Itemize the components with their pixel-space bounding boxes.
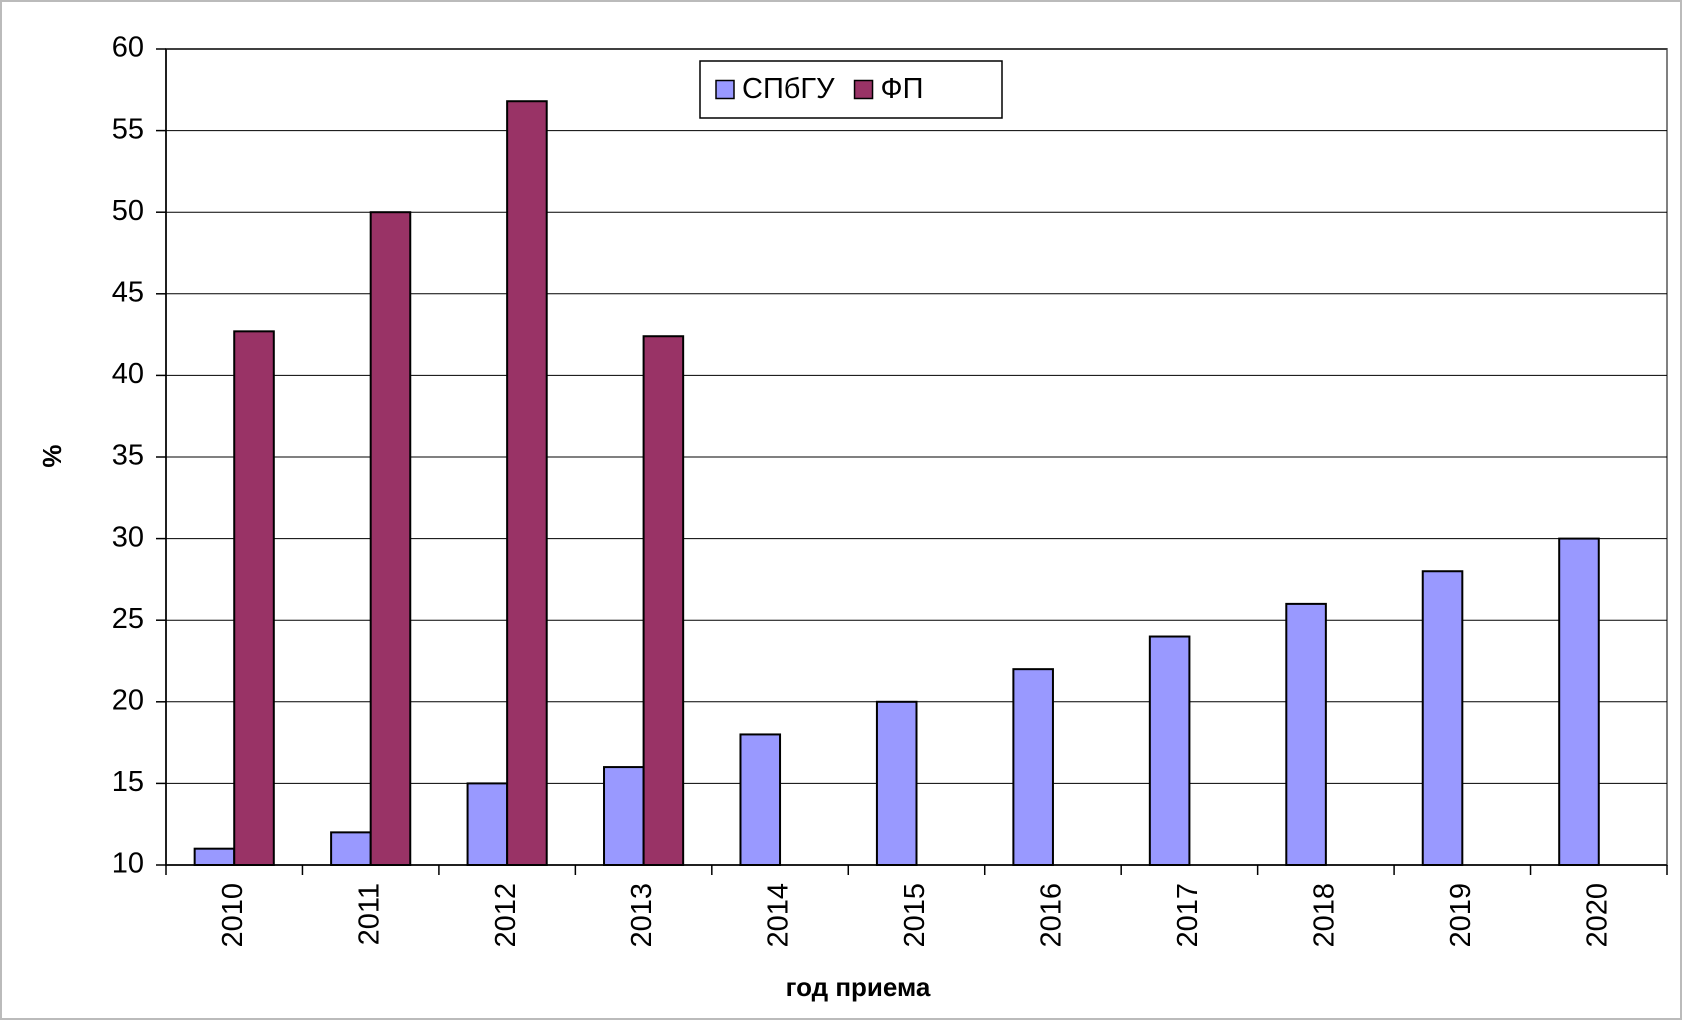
bar [506, 100, 548, 866]
bar [1148, 635, 1191, 867]
bar [330, 831, 372, 866]
x-tick-label: 2017 [1172, 883, 1204, 948]
y-tick-label: 40 [112, 358, 144, 390]
x-axis-title: год приема [786, 972, 931, 1002]
x-tick-label: 2020 [1581, 883, 1613, 948]
y-tick-label: 55 [112, 113, 144, 145]
y-tick-label: 50 [112, 195, 144, 227]
x-tick-label: 2014 [763, 883, 795, 948]
legend-label: ФП [881, 73, 924, 105]
x-tick-label: 2011 [353, 883, 385, 945]
x-tick-label: 2019 [1445, 883, 1477, 948]
bar [1285, 602, 1327, 866]
bar [193, 847, 236, 866]
legend-swatch [715, 79, 735, 100]
legend-swatch [853, 79, 874, 100]
bar [642, 335, 685, 866]
bar [1421, 570, 1464, 866]
bar [466, 782, 509, 867]
y-tick-label: 10 [112, 848, 144, 880]
y-axis-title: % [37, 444, 67, 467]
bar [1558, 537, 1600, 866]
bar [875, 700, 918, 866]
y-tick-label: 60 [112, 32, 144, 64]
y-tick-label: 35 [112, 440, 144, 472]
y-tick-label: 20 [112, 684, 144, 716]
bar [739, 733, 782, 866]
bar [603, 766, 645, 867]
x-tick-label: 2012 [490, 883, 522, 948]
bar [369, 211, 412, 866]
x-tick-label: 2018 [1309, 883, 1341, 948]
x-tick-label: 2016 [1036, 883, 1068, 948]
bar [1012, 668, 1054, 866]
y-tick-label: 30 [112, 521, 144, 553]
x-tick-label: 2015 [899, 883, 931, 948]
legend-label: СПбГУ [742, 73, 835, 105]
legend-box [699, 60, 1003, 119]
y-tick-label: 15 [112, 766, 144, 798]
bar [233, 330, 275, 866]
x-tick-label: 2013 [626, 883, 658, 948]
y-tick-label: 25 [112, 603, 144, 635]
x-tick-label: 2010 [217, 883, 249, 948]
y-tick-label: 45 [112, 276, 144, 308]
